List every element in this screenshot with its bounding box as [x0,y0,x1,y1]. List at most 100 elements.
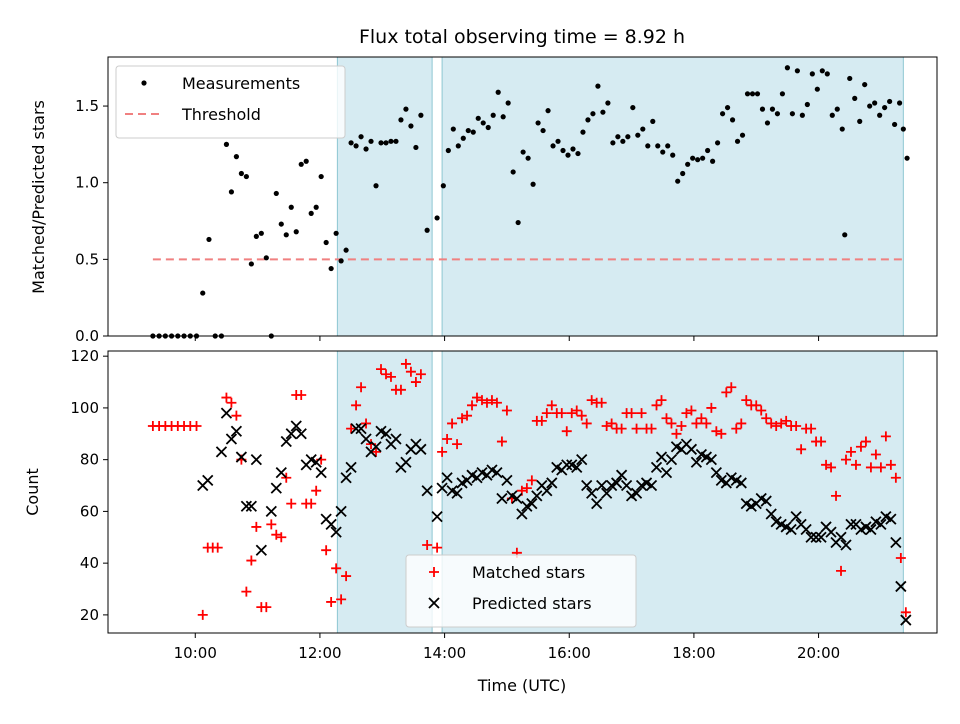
data-point [197,609,208,620]
data-point [845,518,857,530]
data-point [729,117,736,123]
data-point [636,408,647,419]
data-point [343,247,349,253]
data-point [719,111,726,117]
data-point [829,112,835,118]
data-point [460,135,466,141]
data-point [225,433,238,445]
data-point [415,443,427,455]
data-point [620,138,626,144]
data-point [253,233,259,239]
data-point [526,475,537,486]
data-point [310,456,322,468]
data-point [470,129,476,135]
data-point [293,229,299,235]
data-point [338,258,344,264]
data-point [620,479,633,492]
data-point [451,487,463,499]
data-point [736,418,747,429]
data-point [475,115,481,121]
data-point [610,477,623,489]
data-point [804,101,810,108]
data-point [298,161,304,167]
data-point [545,108,551,114]
data-point [660,149,666,155]
data-point [616,423,627,434]
data-point [805,531,817,543]
data-point [739,132,746,138]
legend-box [115,65,346,139]
data-point [761,413,772,424]
legend-label: Measurements [182,74,300,93]
data-point [814,86,820,92]
data-point [650,461,663,474]
data-point [591,498,603,510]
data-point [875,518,887,530]
bottom-panel-legend: Matched stars Predicted stars [405,554,637,628]
data-point [373,183,379,189]
data-point [645,143,651,149]
data-point [295,428,307,440]
data-point [241,586,252,597]
data-point [570,146,576,152]
data-point [605,100,611,106]
data-point [571,405,582,416]
data-point [331,563,342,574]
data-point [705,147,711,154]
data-point [831,490,842,501]
data-point [565,152,571,158]
x-tick-label: 18:00 [672,644,715,662]
data-point [251,521,262,532]
bottom-panel-y-ticks: 20 40 60 80 100 120 [70,347,108,624]
data-point [825,526,837,538]
data-point [862,81,868,88]
data-point [666,418,677,429]
data-point [686,405,697,416]
data-point [516,508,528,520]
data-point [500,114,506,120]
data-point [760,495,772,507]
data-point [348,140,354,146]
data-point [505,100,511,106]
data-point [900,126,906,132]
data-point [850,459,861,470]
data-point [885,459,896,470]
data-point [313,204,319,210]
data-point [215,446,228,458]
series-matched-stars [147,358,911,620]
data-point [691,418,702,429]
data-point [872,100,878,106]
y-tick-label: 1.0 [75,174,99,192]
legend-box [405,554,637,628]
data-point [351,400,362,411]
data-point [230,425,243,437]
data-point [631,423,642,434]
data-point [371,446,382,457]
data-point [586,487,598,499]
data-point [575,150,581,157]
data-point [790,510,802,523]
data-point [590,111,596,117]
data-point [696,413,707,424]
data-point [441,472,453,484]
data-point [261,602,272,613]
data-point [571,461,583,474]
data-point [839,126,845,132]
data-point [626,408,637,419]
top-panel-marks [150,65,910,339]
data-point [855,441,866,452]
data-point [716,428,727,439]
data-point [311,485,322,496]
data-point [555,138,561,144]
data-point [785,523,797,536]
data-point [246,555,257,566]
data-point [585,117,591,123]
data-point [281,472,292,483]
legend-label: Predicted stars [472,594,592,613]
data-point [581,479,593,492]
data-point [887,98,893,105]
data-point [223,141,230,147]
data-point [840,539,852,551]
data-point [495,89,501,95]
data-point [596,479,608,492]
